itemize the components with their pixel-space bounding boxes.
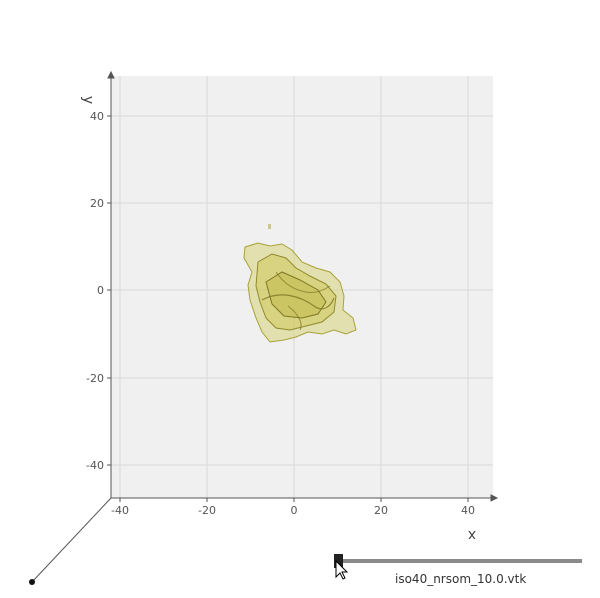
y-tick-label: 20: [90, 197, 104, 210]
isosurface-mesh[interactable]: [243, 224, 357, 343]
isosurface-ridge-3: [287, 305, 302, 331]
x-tick-labels: -40 -20 0 20 40: [111, 504, 475, 517]
isosurface-fragment: [268, 224, 271, 229]
x-tick-label: -20: [198, 504, 216, 517]
z-axis-endpoint: [29, 579, 35, 585]
isosurface-ridge-2: [275, 271, 331, 293]
isosurface-ridge-1: [261, 294, 335, 310]
x-axis-arrow: [490, 494, 499, 502]
z-axis-line: [31, 497, 112, 583]
slider-handle[interactable]: [334, 554, 343, 568]
x-tick-label: 20: [374, 504, 388, 517]
y-tick-labels: 40 20 0 -20 -40: [86, 110, 104, 472]
y-tick-label: 0: [97, 284, 104, 297]
isosurface-inner-fold: [265, 271, 327, 319]
tick-marks: [107, 115, 469, 502]
y-tick-label: 40: [90, 110, 104, 123]
y-tick-label: -20: [86, 372, 104, 385]
y-axis-title: y: [80, 96, 96, 104]
x-axis-title: x: [468, 527, 476, 543]
slider-file-label: iso40_nrsom_10.0.vtk: [395, 572, 527, 586]
axes: [29, 70, 499, 585]
file-slider[interactable]: [334, 554, 582, 580]
y-axis-arrow: [107, 70, 115, 79]
x-tick-label: 40: [461, 504, 475, 517]
x-tick-label: 0: [291, 504, 298, 517]
x-tick-label: -40: [111, 504, 129, 517]
mouse-cursor-icon: [335, 559, 349, 580]
y-tick-label: -40: [86, 459, 104, 472]
